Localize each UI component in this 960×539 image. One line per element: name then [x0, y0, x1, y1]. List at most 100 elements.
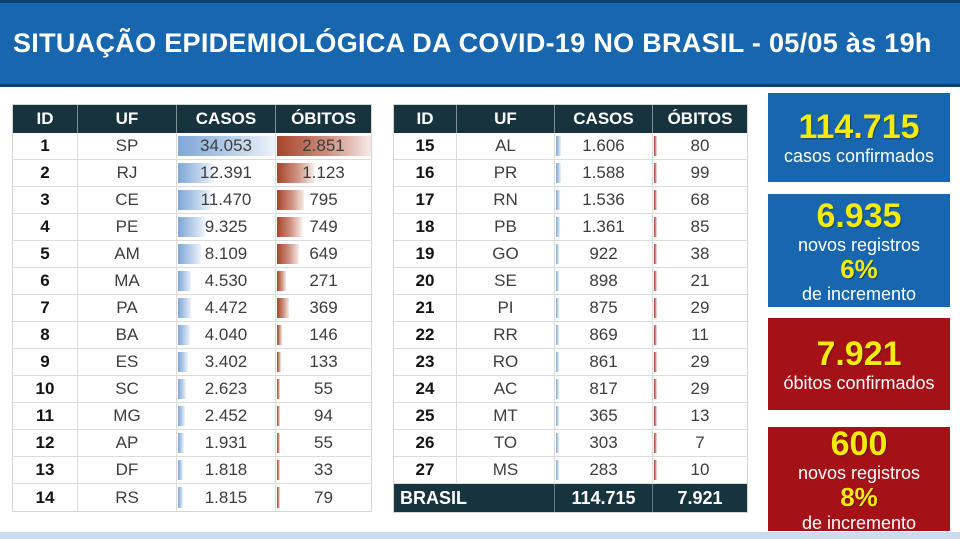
table-row: 3 CE 11.470 795	[13, 187, 371, 214]
total-row-brasil: BRASIL 114.715 7.921	[394, 484, 747, 512]
table-row: 6 MA 4.530 271	[13, 268, 371, 295]
id-cell: 1	[13, 133, 77, 159]
obitos-data-bar	[654, 460, 657, 480]
table-header-row: ID UF CASOS ÓBITOS	[13, 105, 371, 133]
uf-cell: SE	[456, 268, 554, 294]
uf-cell-text: PA	[116, 298, 138, 317]
states-table-1: ID UF CASOS ÓBITOS 1 SP 34.053 2.851 2 RJ 12.391 1.…	[12, 104, 372, 512]
card-label: novos registros	[797, 463, 921, 484]
casos-data-bar	[556, 325, 559, 345]
casos-data-bar	[556, 406, 559, 426]
column-header-id: ID	[36, 109, 54, 128]
table-row: 2 RJ 12.391 1.123	[13, 160, 371, 187]
obitos-cell: 55	[275, 376, 371, 402]
obitos-data-bar	[277, 190, 304, 210]
casos-data-bar	[556, 136, 561, 156]
uf-cell-text: SP	[115, 136, 139, 155]
table-row: 12 AP 1.931 55	[13, 430, 371, 457]
casos-data-bar	[556, 460, 559, 480]
obitos-cell: 271	[275, 268, 371, 294]
column-header-casos: CASOS	[554, 105, 652, 133]
obitos-cell-text: 68	[690, 190, 710, 209]
id-cell-text: 7	[40, 298, 50, 317]
card-value: 114.715	[798, 108, 920, 147]
casos-cell-text: 4.530	[204, 271, 248, 290]
id-cell: 3	[13, 187, 77, 213]
card-value: 7.921	[816, 334, 902, 373]
id-cell-text: 11	[36, 406, 54, 425]
casos-data-bar	[178, 163, 214, 183]
id-cell: 10	[13, 376, 77, 402]
casos-cell: 12.391	[176, 160, 275, 186]
obitos-cell: 1.123	[275, 160, 371, 186]
uf-cell-text: SC	[115, 379, 139, 398]
states-table-2: ID UF CASOS ÓBITOS 15 AL 1.606 80 16 PR 1.588 99 17 R…	[393, 104, 748, 513]
card-percent: 8%	[840, 482, 878, 513]
page-title: SITUAÇÃO EPIDEMIOLÓGICA DA COVID-19 NO B…	[13, 28, 932, 58]
table-row: 7 PA 4.472 369	[13, 295, 371, 322]
table-row: 11 MG 2.452 94	[13, 403, 371, 430]
obitos-data-bar	[277, 406, 281, 426]
casos-data-bar	[178, 271, 192, 291]
uf-cell: RR	[456, 322, 554, 348]
uf-cell-text: AP	[115, 433, 139, 452]
uf-cell-text: ES	[115, 352, 139, 371]
casos-data-bar	[556, 433, 559, 453]
casos-cell: 4.530	[176, 268, 275, 294]
casos-cell: 1.606	[554, 133, 652, 159]
casos-cell: 2.452	[176, 403, 275, 429]
casos-cell: 283	[554, 457, 652, 483]
obitos-data-bar	[277, 271, 287, 291]
casos-data-bar	[178, 136, 275, 156]
casos-cell-text: 1.606	[582, 136, 625, 155]
id-cell-text: 10	[35, 379, 55, 398]
id-cell: 25	[394, 403, 456, 429]
id-cell-text: 25	[415, 406, 435, 425]
uf-cell-text: RR	[493, 325, 518, 344]
total-label: BRASIL	[400, 487, 467, 508]
uf-cell: ES	[77, 349, 176, 375]
column-header-uf: UF	[77, 105, 176, 133]
obitos-cell: 146	[275, 322, 371, 348]
id-cell: 23	[394, 349, 456, 375]
table-row: 15 AL 1.606 80	[394, 133, 747, 160]
casos-cell: 9.325	[176, 214, 275, 240]
casos-data-bar	[556, 190, 561, 210]
table-row: 22 RR 869 11	[394, 322, 747, 349]
casos-data-bar	[178, 217, 205, 237]
obitos-cell-text: 271	[309, 271, 338, 290]
table-row: 1 SP 34.053 2.851	[13, 133, 371, 160]
obitos-data-bar	[277, 163, 315, 183]
stat-card-novos-obitos: 600 novos registros 8% de incremento	[768, 425, 950, 533]
uf-cell-text: PE	[115, 217, 139, 236]
title-bar: SITUAÇÃO EPIDEMIOLÓGICA DA COVID-19 NO B…	[0, 0, 960, 87]
obitos-cell-text: 29	[690, 379, 710, 398]
uf-cell-text: AC	[493, 379, 518, 398]
casos-cell: 1.536	[554, 187, 652, 213]
obitos-cell-text: 21	[690, 271, 710, 290]
uf-cell-text: PB	[494, 217, 517, 236]
obitos-cell-text: 85	[690, 217, 710, 236]
obitos-cell: 795	[275, 187, 371, 213]
id-cell: 14	[13, 484, 77, 511]
obitos-cell: 38	[652, 241, 747, 267]
uf-cell: AC	[456, 376, 554, 402]
casos-cell: 11.470	[176, 187, 275, 213]
casos-cell-text: 4.040	[204, 325, 248, 344]
id-cell: 5	[13, 241, 77, 267]
obitos-data-bar	[277, 244, 299, 264]
total-casos: 114.715	[554, 484, 652, 512]
id-cell: 18	[394, 214, 456, 240]
obitos-cell: 133	[275, 349, 371, 375]
casos-cell: 34.053	[176, 133, 275, 159]
obitos-cell: 29	[652, 349, 747, 375]
casos-cell-text: 875	[589, 298, 618, 317]
table-row: 4 PE 9.325 749	[13, 214, 371, 241]
obitos-cell: 55	[275, 430, 371, 456]
casos-data-bar	[178, 406, 186, 426]
casos-data-bar	[556, 298, 559, 318]
obitos-cell-text: 79	[314, 487, 333, 507]
obitos-data-bar	[277, 487, 280, 508]
uf-cell: PI	[456, 295, 554, 321]
casos-data-bar	[556, 244, 559, 264]
